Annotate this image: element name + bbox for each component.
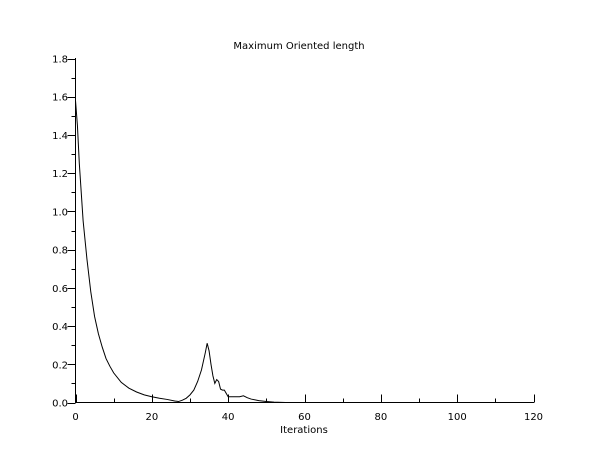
x-axis-label: Iterations: [280, 425, 328, 436]
x-tick-label: 80: [374, 412, 387, 423]
y-tick-label: 0.2: [52, 360, 68, 371]
x-tick-label: 120: [524, 412, 543, 423]
chart-title: Maximum Oriented length: [233, 41, 364, 52]
y-axis-ticks: 0.0 0.2 0.4 0.6 0.8 1.0 1.2 1.4 1.6 1.8: [52, 55, 76, 410]
x-tick-label: 60: [298, 412, 311, 423]
y-tick-label: 1.2: [52, 169, 68, 180]
y-tick-label: 1.6: [52, 93, 68, 104]
series-line: [75, 100, 534, 403]
x-tick-label: 20: [145, 412, 158, 423]
x-tick-label: 100: [448, 412, 467, 423]
y-tick-label: 1.4: [52, 131, 68, 142]
x-axis-ticks: 0 20 40 60 80 100 120: [72, 394, 543, 423]
y-tick-label: 0.0: [52, 399, 68, 410]
y-tick-label: 0.8: [52, 246, 68, 257]
y-tick-label: 0.4: [52, 322, 68, 333]
y-tick-label: 0.6: [52, 284, 68, 295]
y-tick-label: 1.0: [52, 207, 68, 218]
x-tick-label: 0: [72, 412, 78, 423]
y-tick-label: 1.8: [52, 55, 68, 66]
x-tick-label: 40: [222, 412, 235, 423]
